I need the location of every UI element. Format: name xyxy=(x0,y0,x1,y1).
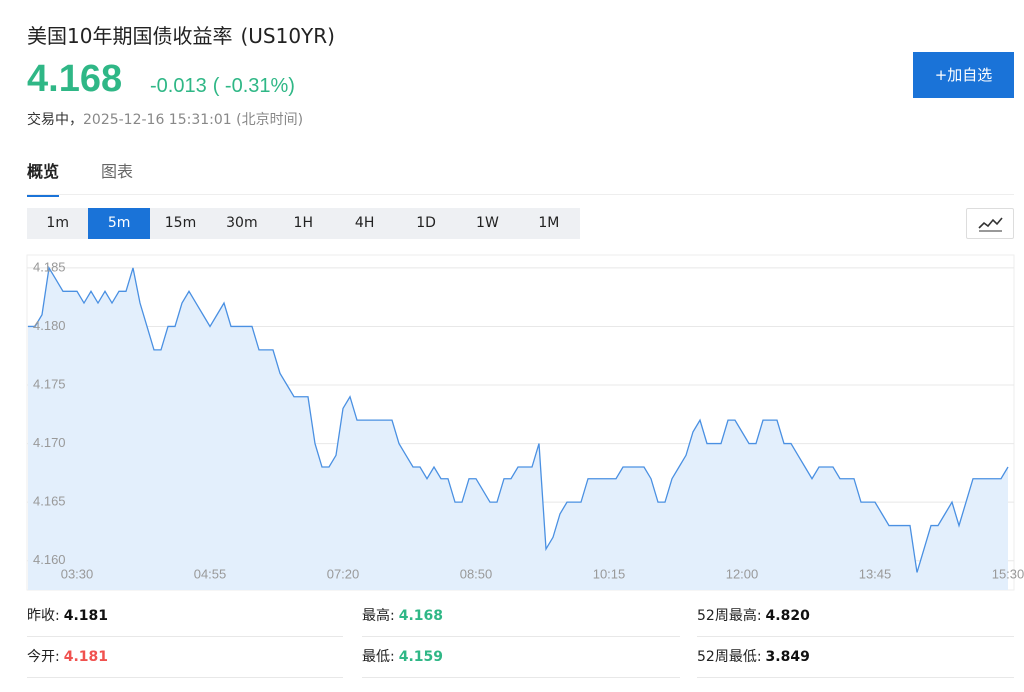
stat-value: 4.159 xyxy=(398,649,444,665)
stat: 最高: 4.168 xyxy=(362,596,680,637)
line xyxy=(28,265,1009,573)
interval-button[interactable]: 1W xyxy=(476,215,499,231)
stat-value: 3.849 xyxy=(765,649,810,665)
y-tick-label: 4.175 xyxy=(33,376,66,391)
icon-line xyxy=(978,217,1003,229)
y-tick-label: 4.165 xyxy=(33,494,66,509)
interval-button[interactable]: 1m xyxy=(46,215,69,231)
add-watchlist-button[interactable]: +加自选 xyxy=(913,52,1014,98)
tabs: 概览 图表 xyxy=(27,158,175,197)
interval-button[interactable]: 1M xyxy=(538,215,560,231)
interval-button[interactable]: 15m xyxy=(164,215,197,231)
change-percent: ( -0.31%) xyxy=(212,75,295,97)
stat: 52周最低: 3.849 xyxy=(697,637,1014,678)
chart-type-button[interactable] xyxy=(966,208,1014,239)
interval-button[interactable]: 5m xyxy=(88,208,150,239)
stat-label: 今开: xyxy=(27,649,60,665)
stat-label: 最高: xyxy=(362,608,395,624)
title: 美国10年期国债收益率 (US10YR) xyxy=(27,20,335,49)
stat-value: 4.181 xyxy=(63,608,109,624)
x-tick-label: 04:55 xyxy=(194,566,227,581)
x-tick-label: 15:30 xyxy=(992,566,1024,581)
x-tick-label: 08:50 xyxy=(460,566,493,581)
x-tick-label: 10:15 xyxy=(593,566,626,581)
chart-type-icon xyxy=(978,217,1003,232)
timestamp: 2025-12-16 15:31:01 xyxy=(83,112,232,128)
interval-button[interactable]: 30m xyxy=(226,215,258,231)
status: 交易中，2025-12-16 15:31:01 (北京时间) xyxy=(27,109,303,129)
symbol: (US10YR) xyxy=(240,24,335,48)
change: -0.013( -0.31%) xyxy=(150,75,295,98)
interval-button[interactable]: 4H xyxy=(354,215,375,231)
stat-value: 4.820 xyxy=(765,608,810,624)
x-tick-label: 07:20 xyxy=(327,566,360,581)
interval-button[interactable]: 1H xyxy=(293,215,313,231)
timezone: (北京时间) xyxy=(236,112,304,128)
stat-value: 4.181 xyxy=(63,649,109,665)
stat-label: 昨收: xyxy=(27,608,60,624)
change-value: -0.013 xyxy=(150,75,207,97)
tab[interactable]: 概览 xyxy=(27,158,60,197)
y-tick-label: 4.180 xyxy=(33,318,66,333)
stat: 今开: 4.181 xyxy=(27,637,343,678)
stat-label: 52周最低: xyxy=(697,649,762,665)
stat-label: 52周最高: xyxy=(697,608,762,624)
area xyxy=(28,267,1008,590)
status-text: 交易中， xyxy=(27,112,83,128)
stat: 昨收: 4.181 xyxy=(27,596,343,637)
x-tick-label: 12:00 xyxy=(726,566,759,581)
y-tick-label: 4.160 xyxy=(33,552,66,567)
stat-label: 最低: xyxy=(362,649,395,665)
separator xyxy=(27,194,1014,195)
tab[interactable]: 图表 xyxy=(101,162,134,181)
stat: 52周最高: 4.820 xyxy=(697,596,1014,637)
stat: 最低: 4.159 xyxy=(362,637,680,678)
price: 4.168 xyxy=(27,58,123,100)
x-tick-label: 03:30 xyxy=(61,566,94,581)
y-tick-label: 4.185 xyxy=(33,259,66,274)
title-text: 美国10年期国债收益率 xyxy=(27,24,233,48)
stats-row: 昨收: 4.181 最高: 4.168 52周最高: 4.820 xyxy=(0,596,1024,637)
interval-button[interactable]: 1D xyxy=(416,215,436,231)
interval-bar: 1m 5m 15m 30m 1H 4H 1D 1W 1M xyxy=(27,208,580,239)
stat-value: 4.168 xyxy=(398,608,444,624)
x-tick-label: 13:45 xyxy=(859,566,892,581)
stats-row: 今开: 4.181 最低: 4.159 52周最低: 3.849 xyxy=(0,637,1024,678)
chart: 4.160 4.165 4.170 4.175 4.180 4.185 03:30 04:55… xyxy=(26,254,1024,591)
y-tick-label: 4.170 xyxy=(33,435,66,450)
